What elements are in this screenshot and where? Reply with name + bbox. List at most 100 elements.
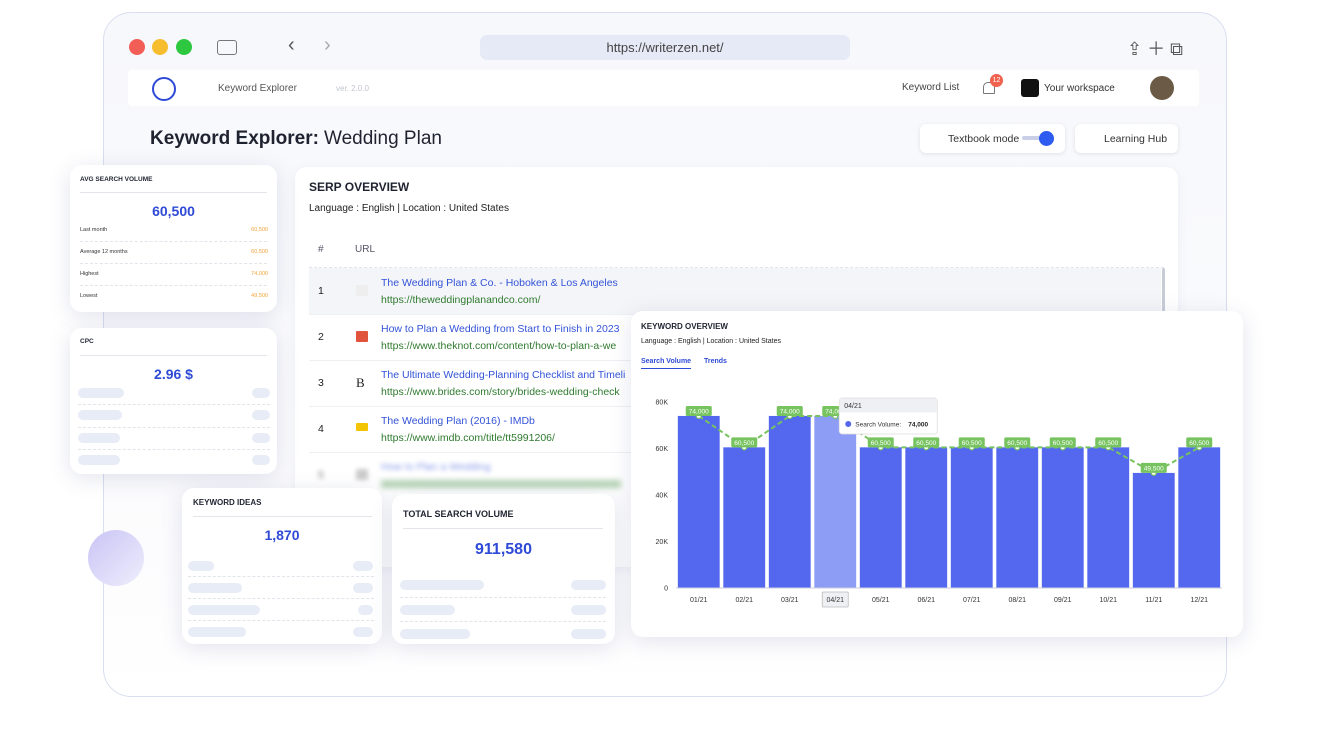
rank: 2 xyxy=(318,331,324,343)
decoration xyxy=(88,530,144,586)
sidebar-icon[interactable] xyxy=(217,40,237,55)
value-label: 60,500 xyxy=(962,440,982,447)
result-title[interactable]: The Ultimate Wedding-Planning Checklist … xyxy=(381,369,626,381)
browser-actions[interactable]: ⇪ ＋ ⧉ xyxy=(1127,39,1183,59)
toggle-knob xyxy=(1039,131,1054,146)
serp-title: SERP OVERVIEW xyxy=(309,180,410,194)
avatar[interactable] xyxy=(1150,76,1174,100)
logo[interactable] xyxy=(152,77,176,101)
result-url[interactable]: https://www.theknot.com/content/how-to-p… xyxy=(381,340,617,352)
x-tick-label: 04/21 xyxy=(826,597,844,604)
placeholder xyxy=(188,605,260,615)
scrollbar[interactable] xyxy=(1162,268,1165,312)
value-badge xyxy=(1049,437,1076,448)
page-title-keyword: Wedding Plan xyxy=(324,128,442,149)
page-title-label: Keyword Explorer: xyxy=(150,128,319,149)
card-subtitle: Language : English | Location : United S… xyxy=(641,338,781,345)
value-badge xyxy=(685,405,712,416)
tooltip-value: 74,000 xyxy=(908,422,928,429)
row-label: Average 12 months xyxy=(80,249,128,255)
bar xyxy=(859,447,902,588)
card-value: 2.96 $ xyxy=(154,366,193,382)
textbook-label: Textbook mode xyxy=(948,133,1020,145)
learning-button[interactable] xyxy=(1075,124,1178,153)
workspace[interactable]: Your workspace xyxy=(1044,83,1115,94)
favicon xyxy=(356,469,368,480)
close-dot[interactable] xyxy=(129,39,145,55)
cpc-card xyxy=(70,328,277,474)
divider xyxy=(400,621,606,622)
bar xyxy=(1132,472,1175,588)
result-url[interactable]: https://www.imdb.com/title/tt5991206/ xyxy=(381,432,555,444)
favicon xyxy=(356,331,368,342)
x-tick-label: 08/21 xyxy=(1008,597,1026,604)
value-label: 60,500 xyxy=(916,440,936,447)
tooltip-swatch xyxy=(845,421,852,427)
value-badge xyxy=(958,437,985,448)
result-url[interactable]: https://www.brides.com/story/brides-wedd… xyxy=(381,386,620,398)
bar xyxy=(723,447,766,588)
y-tick-label: 0 xyxy=(664,586,668,593)
ideas-card xyxy=(182,488,382,644)
x-label-highlight xyxy=(821,591,849,608)
value-badge xyxy=(776,405,803,416)
placeholder xyxy=(400,580,484,590)
tab[interactable]: Search Volume xyxy=(641,358,692,369)
result-title[interactable]: The Wedding Plan (2016) - IMDb xyxy=(381,415,535,427)
result-url[interactable]: https://theweddingplanandco.com/ xyxy=(381,294,541,306)
placeholder xyxy=(78,433,120,443)
rank: 1 xyxy=(318,285,324,297)
result-title[interactable]: How to Plan a Wedding from Start to Fini… xyxy=(381,323,620,335)
x-tick-label: 07/21 xyxy=(963,597,981,604)
bar xyxy=(768,415,811,588)
zoom-dot[interactable] xyxy=(176,39,192,55)
value-badge xyxy=(1140,462,1167,473)
divider xyxy=(80,285,267,286)
placeholder xyxy=(252,388,270,398)
value-label: 74,000 xyxy=(689,408,709,415)
y-tick-label: 60K xyxy=(656,446,669,453)
row-label: Highest xyxy=(80,271,99,277)
result-title[interactable]: The Wedding Plan & Co. - Hoboken & Los A… xyxy=(381,277,618,289)
back[interactable]: ‹ xyxy=(288,34,295,56)
value-badge xyxy=(731,437,758,448)
y-tick-label: 20K xyxy=(656,539,669,546)
tool-menu[interactable]: Keyword Explorer xyxy=(218,83,297,94)
y-tick-label: 40K xyxy=(656,493,669,500)
placeholder xyxy=(78,410,122,420)
forward[interactable]: › xyxy=(324,34,331,56)
value-badge xyxy=(1095,437,1122,448)
row-value: 74,000 xyxy=(251,271,268,277)
row-value: 49,500 xyxy=(251,293,268,299)
bar xyxy=(1087,447,1130,588)
placeholder xyxy=(252,433,270,443)
result-title[interactable]: How to Plan a Wedding xyxy=(381,461,491,473)
placeholder xyxy=(78,388,124,398)
value-label: 60,500 xyxy=(734,440,754,447)
row-label: Last month xyxy=(80,227,108,233)
favicon xyxy=(356,423,368,431)
divider xyxy=(403,528,603,529)
divider xyxy=(188,620,374,621)
tab[interactable]: Trends xyxy=(704,358,727,365)
toggle[interactable] xyxy=(1022,136,1052,140)
placeholder xyxy=(353,583,373,593)
rank: 3 xyxy=(318,377,324,389)
value-label: 60,500 xyxy=(1007,440,1027,447)
card-title: CPC xyxy=(80,338,94,345)
keyword-list[interactable]: Keyword List xyxy=(902,82,960,93)
notification-badge: 12 xyxy=(990,74,1003,87)
card-title: KEYWORD IDEAS xyxy=(193,498,262,507)
minimize-dot[interactable] xyxy=(152,39,168,55)
value-label: 74,000 xyxy=(780,408,800,415)
url-bar[interactable] xyxy=(480,35,850,60)
divider xyxy=(80,263,267,264)
placeholder xyxy=(188,627,246,637)
workspace-icon[interactable] xyxy=(1021,79,1039,97)
tooltip-label: Search Volume: xyxy=(855,422,901,429)
row-highlight xyxy=(309,268,1161,314)
value-label: 49,500 xyxy=(1144,465,1164,472)
value-badge xyxy=(913,437,940,448)
bell[interactable] xyxy=(983,82,995,94)
avg-card xyxy=(70,165,277,312)
